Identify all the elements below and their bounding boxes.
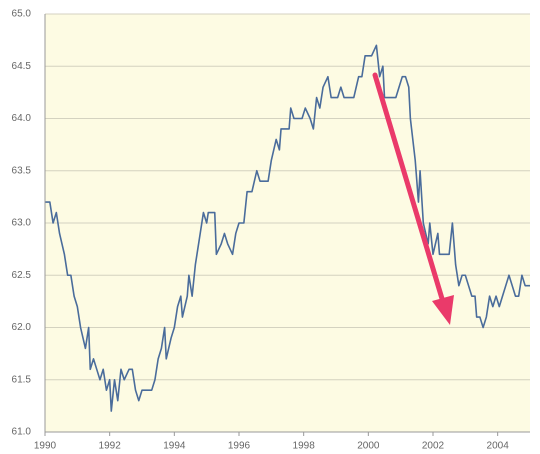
x-tick-label: 1990 (34, 441, 57, 452)
x-tick-label: 1996 (228, 441, 251, 452)
y-tick-label: 64.0 (12, 113, 32, 124)
arrow-annotation (372, 72, 454, 325)
y-tick-label: 63.0 (12, 218, 32, 229)
y-tick-label: 65.0 (12, 9, 32, 20)
y-tick-label: 62.0 (12, 322, 32, 333)
marks (45, 44, 530, 412)
y-tick-label: 61.5 (12, 374, 32, 385)
x-tick-label: 2002 (422, 441, 445, 452)
y-tick-label: 64.5 (12, 61, 32, 72)
x-tick-label: 2004 (487, 441, 510, 452)
x-tick-label: 1994 (163, 441, 186, 452)
y-tick-label: 63.5 (12, 165, 32, 176)
arrow-shaft (372, 72, 446, 305)
y-tick-label: 62.5 (12, 270, 32, 281)
x-tick-label: 1992 (99, 441, 122, 452)
arrow-head (432, 295, 454, 325)
x-tick-label: 2000 (357, 441, 380, 452)
x-tick-label: 1998 (293, 441, 316, 452)
y-tick-label: 61.0 (12, 427, 32, 438)
data-line (45, 44, 530, 412)
